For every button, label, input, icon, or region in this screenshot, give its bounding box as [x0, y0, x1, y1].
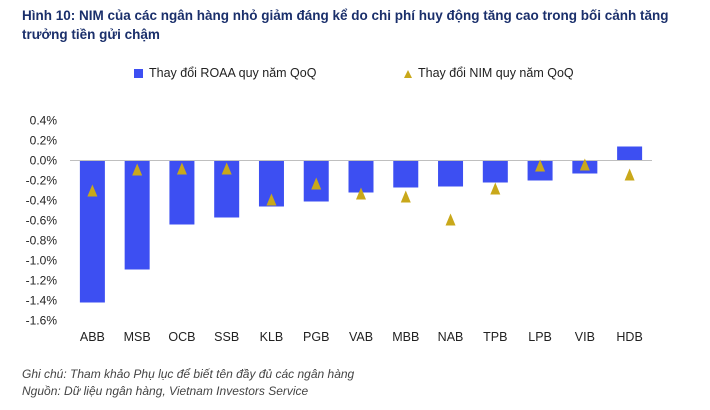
markers-nim	[87, 158, 635, 226]
marker-klb	[266, 193, 277, 206]
marker-mbb	[400, 190, 411, 203]
marker-hdb	[624, 168, 635, 181]
y-tick-label: 0.2%	[30, 134, 58, 148]
x-tick-label: HDB	[616, 330, 642, 344]
bar-abb	[79, 160, 105, 303]
x-tick-label: LPB	[528, 330, 552, 344]
y-tick-label: -0.2%	[26, 174, 58, 188]
marker-ocb	[176, 162, 187, 175]
bar-nab	[438, 160, 464, 187]
y-tick-label: 0.4%	[30, 114, 58, 128]
legend-bar-swatch	[134, 69, 143, 79]
x-tick-label: OCB	[168, 330, 195, 344]
note-text: Ghi chú: Tham khảo Phụ lục để biết tên đ…	[22, 367, 355, 381]
x-tick-label: PGB	[303, 330, 329, 344]
x-tick-label: ABB	[80, 330, 105, 344]
x-tick-label: VIB	[575, 330, 595, 344]
marker-vab	[356, 187, 366, 200]
x-tick-label: NAB	[438, 330, 464, 344]
x-tick-label: TPB	[483, 330, 507, 344]
y-tick-label: -0.6%	[26, 214, 58, 228]
marker-ssb	[221, 162, 232, 175]
bar-vab	[348, 160, 374, 193]
legend-label-nim: Thay đổi NIM quy năm QoQ	[418, 66, 574, 80]
legend-triangle-swatch	[404, 69, 412, 78]
marker-abb	[87, 184, 98, 197]
y-tick-label: -1.6%	[26, 314, 58, 328]
y-tick-label: -0.8%	[26, 234, 58, 248]
y-tick-label: -1.4%	[26, 294, 58, 308]
marker-pgb	[311, 177, 322, 190]
legend-item-nim: Thay đổi NIM quy năm QoQ	[404, 66, 574, 80]
marker-vib	[579, 158, 590, 171]
y-tick-label: -0.4%	[26, 194, 58, 208]
y-tick-label: -1.0%	[26, 254, 58, 268]
bar-tpb	[482, 160, 508, 183]
x-axis: ABB MSB OCB SSB KLB PGB VAB MBB NAB TPB LPB VIB HDB	[80, 330, 643, 344]
marker-lpb	[535, 159, 546, 172]
x-tick-label: SSB	[214, 330, 239, 344]
x-tick-label: MBB	[392, 330, 419, 344]
legend-item-roaa: Thay đổi ROAA quy năm QoQ	[134, 66, 316, 80]
x-tick-label: MSB	[124, 330, 151, 344]
y-tick-label: -1.2%	[26, 274, 58, 288]
source-text: Nguồn: Dữ liệu ngân hàng, Vietnam Invest…	[22, 384, 309, 398]
x-tick-label: KLB	[260, 330, 284, 344]
bar-msb	[124, 160, 150, 270]
x-tick-label: VAB	[349, 330, 373, 344]
y-axis: 0.4% 0.2% 0.0% -0.2% -0.4% -0.6% -0.8% -1.0% -1.…	[26, 114, 58, 328]
footnotes: Ghi chú: Tham khảo Phụ lục để biết tên đ…	[22, 366, 354, 400]
legend-label-roaa: Thay đổi ROAA quy năm QoQ	[149, 66, 317, 80]
bar-mbb	[393, 160, 419, 188]
y-tick-label: 0.0%	[30, 154, 58, 168]
marker-nab	[445, 213, 456, 226]
chart-title: Hình 10: NIM của các ngân hàng nhỏ giảm …	[22, 8, 669, 42]
bar-hdb	[617, 146, 643, 161]
bars-roaa	[79, 146, 643, 303]
marker-tpb	[490, 182, 501, 195]
marker-msb	[132, 163, 143, 176]
